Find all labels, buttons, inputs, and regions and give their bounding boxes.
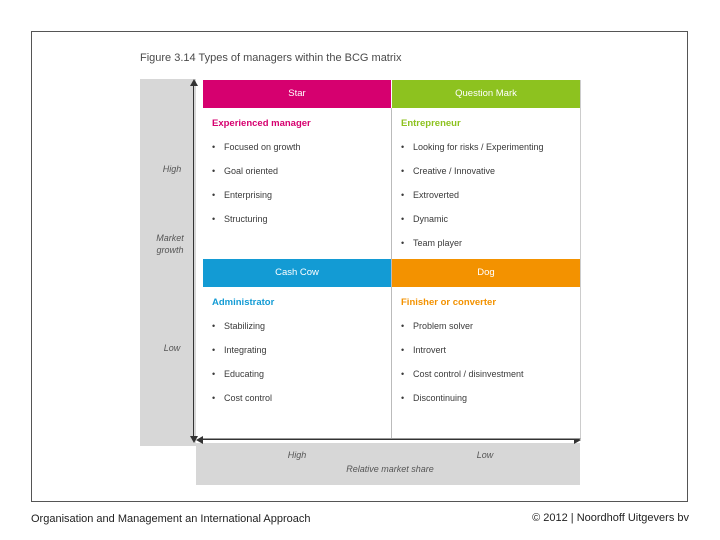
x-axis-title: Relative market share bbox=[346, 464, 434, 474]
y-axis-bar bbox=[140, 79, 196, 446]
quadrant-header-dog: Dog bbox=[392, 259, 580, 287]
quadrant-star: Experienced manager • Focused on growth •… bbox=[203, 108, 391, 259]
question-mark-trait-list: • Looking for risks / Experimenting • Crea… bbox=[392, 135, 580, 255]
list-item: • Stabilizing bbox=[212, 321, 266, 331]
list-item: • Introvert bbox=[401, 345, 447, 355]
role-experienced-manager: Experienced manager bbox=[212, 118, 311, 129]
bcg-matrix: Star Experienced manager • Focused on gro… bbox=[203, 80, 581, 439]
list-item: • Structuring bbox=[212, 214, 268, 224]
quadrant-header-star: Star bbox=[203, 80, 391, 108]
x-axis-arrow-head-right bbox=[574, 436, 581, 444]
footer-copyright: © 2012 | Noordhoff Uitgevers bv bbox=[532, 512, 689, 524]
list-item: • Discontinuing bbox=[401, 393, 468, 403]
y-axis-arrow-line bbox=[193, 84, 194, 437]
list-item: • Cost control bbox=[212, 393, 273, 403]
y-axis-title-line2: growth bbox=[156, 245, 184, 255]
quadrant-divider-vertical bbox=[391, 108, 392, 438]
list-item: • Extroverted bbox=[401, 190, 460, 200]
x-axis-arrow-head-left bbox=[196, 436, 203, 444]
y-axis-arrow-head-bottom bbox=[190, 436, 198, 443]
y-axis-low-label: Low bbox=[163, 343, 181, 353]
list-item: • Creative / Innovative bbox=[401, 166, 496, 176]
quadrant-header-cash-cow: Cash Cow bbox=[203, 259, 391, 287]
quadrant-header-question-mark: Question Mark bbox=[392, 80, 580, 108]
y-axis-arrow-head-top bbox=[190, 79, 198, 86]
star-trait-list: • Focused on growth • Goal oriented • Enter… bbox=[203, 135, 391, 231]
list-item: • Looking for risks / Experimenting bbox=[401, 142, 544, 152]
list-item: • Dynamic bbox=[401, 214, 449, 224]
list-item: • Enterprising bbox=[212, 190, 273, 200]
list-item: • Team player bbox=[401, 238, 463, 248]
x-axis-low-label: Low bbox=[476, 450, 494, 460]
list-item: • Focused on growth bbox=[212, 142, 301, 152]
list-item: • Integrating bbox=[212, 345, 267, 355]
quadrant-dog: Finisher or converter • Problem solver • I… bbox=[392, 287, 580, 438]
figure-title: Figure 3.14 Types of managers within the… bbox=[140, 52, 402, 64]
list-item: • Goal oriented bbox=[212, 166, 279, 176]
x-axis-arrow-line bbox=[200, 439, 575, 440]
role-administrator: Administrator bbox=[212, 297, 275, 308]
list-item: • Problem solver bbox=[401, 321, 474, 331]
y-axis-high-label: High bbox=[162, 164, 182, 174]
x-axis-high-label: High bbox=[287, 450, 307, 460]
list-item: • Educating bbox=[212, 369, 265, 379]
list-item: • Cost control / disinvestment bbox=[401, 369, 524, 379]
role-entrepreneur: Entrepreneur bbox=[401, 118, 461, 129]
cash-cow-trait-list: • Stabilizing • Integrating • Educating • Co… bbox=[203, 314, 391, 410]
y-axis-title-line1: Market bbox=[156, 233, 184, 243]
role-finisher-or-converter: Finisher or converter bbox=[401, 297, 497, 308]
slide-frame bbox=[31, 31, 688, 502]
quadrant-question-mark: Entrepreneur • Looking for risks / Experi… bbox=[392, 108, 580, 259]
dog-trait-list: • Problem solver • Introvert • Cost control… bbox=[392, 314, 580, 410]
x-axis-bar bbox=[196, 443, 580, 485]
quadrant-cash-cow: Administrator • Stabilizing • Integrating … bbox=[203, 287, 391, 438]
footer-book-title: Organisation and Management an Internati… bbox=[31, 513, 311, 525]
